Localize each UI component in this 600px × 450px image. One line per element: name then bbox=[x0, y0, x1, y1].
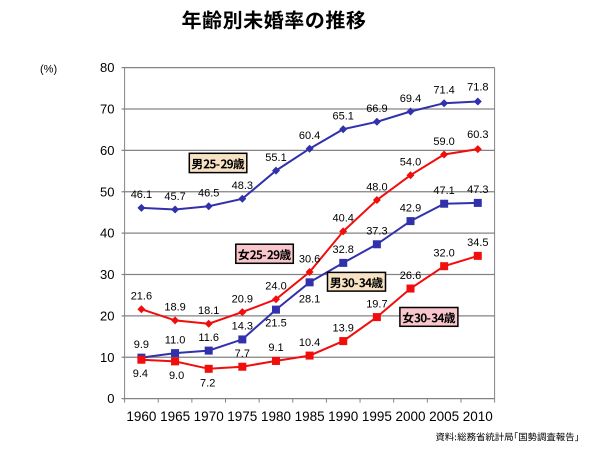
svg-text:28.1: 28.1 bbox=[299, 294, 320, 306]
svg-text:66.9: 66.9 bbox=[366, 103, 387, 115]
svg-text:47.3: 47.3 bbox=[467, 184, 488, 196]
svg-text:13.9: 13.9 bbox=[332, 322, 353, 334]
svg-text:1990: 1990 bbox=[328, 409, 358, 424]
svg-text:20: 20 bbox=[100, 309, 114, 324]
svg-text:60.4: 60.4 bbox=[299, 130, 320, 142]
svg-text:9.9: 9.9 bbox=[134, 339, 149, 351]
svg-text:46.5: 46.5 bbox=[198, 188, 219, 200]
svg-text:71.8: 71.8 bbox=[467, 82, 488, 94]
svg-text:1985: 1985 bbox=[295, 409, 325, 424]
svg-text:30.6: 30.6 bbox=[299, 253, 320, 265]
svg-text:9.4: 9.4 bbox=[133, 368, 148, 380]
svg-text:50: 50 bbox=[100, 184, 114, 199]
svg-text:55.1: 55.1 bbox=[265, 152, 286, 164]
svg-text:2010: 2010 bbox=[463, 409, 493, 424]
svg-text:7.7: 7.7 bbox=[235, 348, 250, 360]
svg-text:10.4: 10.4 bbox=[299, 337, 320, 349]
svg-text:47.1: 47.1 bbox=[433, 185, 454, 197]
svg-text:1975: 1975 bbox=[227, 409, 257, 424]
svg-text:54.0: 54.0 bbox=[400, 157, 421, 169]
svg-text:48.3: 48.3 bbox=[232, 180, 253, 192]
svg-text:40: 40 bbox=[100, 226, 114, 241]
svg-text:69.4: 69.4 bbox=[400, 93, 421, 105]
svg-text:46.1: 46.1 bbox=[131, 189, 152, 201]
svg-text:65.1: 65.1 bbox=[332, 111, 353, 123]
svg-text:1970: 1970 bbox=[194, 409, 224, 424]
svg-text:7.2: 7.2 bbox=[200, 377, 215, 389]
svg-text:9.1: 9.1 bbox=[268, 342, 283, 354]
svg-text:34.5: 34.5 bbox=[467, 237, 488, 249]
svg-text:60: 60 bbox=[100, 143, 114, 158]
svg-text:18.1: 18.1 bbox=[198, 305, 219, 317]
svg-text:19.7: 19.7 bbox=[366, 298, 387, 310]
svg-text:80: 80 bbox=[100, 60, 114, 75]
svg-text:37.3: 37.3 bbox=[366, 226, 387, 238]
svg-text:1980: 1980 bbox=[261, 409, 291, 424]
svg-text:40.4: 40.4 bbox=[332, 213, 353, 225]
svg-text:10: 10 bbox=[100, 350, 114, 365]
svg-text:0: 0 bbox=[107, 391, 114, 406]
svg-text:42.9: 42.9 bbox=[400, 202, 421, 214]
svg-text:(%): (%) bbox=[40, 64, 57, 76]
svg-text:24.0: 24.0 bbox=[265, 281, 286, 293]
svg-text:71.4: 71.4 bbox=[433, 85, 454, 97]
svg-text:21.6: 21.6 bbox=[131, 291, 152, 303]
svg-text:1965: 1965 bbox=[160, 409, 190, 424]
svg-text:70: 70 bbox=[100, 102, 114, 117]
svg-text:11.0: 11.0 bbox=[165, 334, 186, 346]
svg-text:32.8: 32.8 bbox=[332, 244, 353, 256]
svg-text:26.6: 26.6 bbox=[400, 270, 421, 282]
svg-text:11.6: 11.6 bbox=[198, 332, 219, 344]
svg-text:45.7: 45.7 bbox=[164, 191, 185, 203]
svg-text:18.9: 18.9 bbox=[164, 302, 185, 314]
svg-text:1995: 1995 bbox=[362, 409, 392, 424]
svg-text:59.0: 59.0 bbox=[433, 136, 454, 148]
svg-text:60.3: 60.3 bbox=[467, 129, 488, 141]
svg-text:21.5: 21.5 bbox=[265, 318, 286, 330]
svg-text:30: 30 bbox=[100, 267, 114, 282]
svg-text:14.3: 14.3 bbox=[232, 321, 253, 333]
svg-text:9.0: 9.0 bbox=[169, 370, 184, 382]
svg-text:20.9: 20.9 bbox=[232, 293, 253, 305]
svg-text:1960: 1960 bbox=[126, 409, 156, 424]
svg-text:2000: 2000 bbox=[395, 409, 425, 424]
svg-text:48.0: 48.0 bbox=[366, 181, 387, 193]
svg-text:32.0: 32.0 bbox=[433, 248, 454, 260]
svg-text:2005: 2005 bbox=[429, 409, 459, 424]
